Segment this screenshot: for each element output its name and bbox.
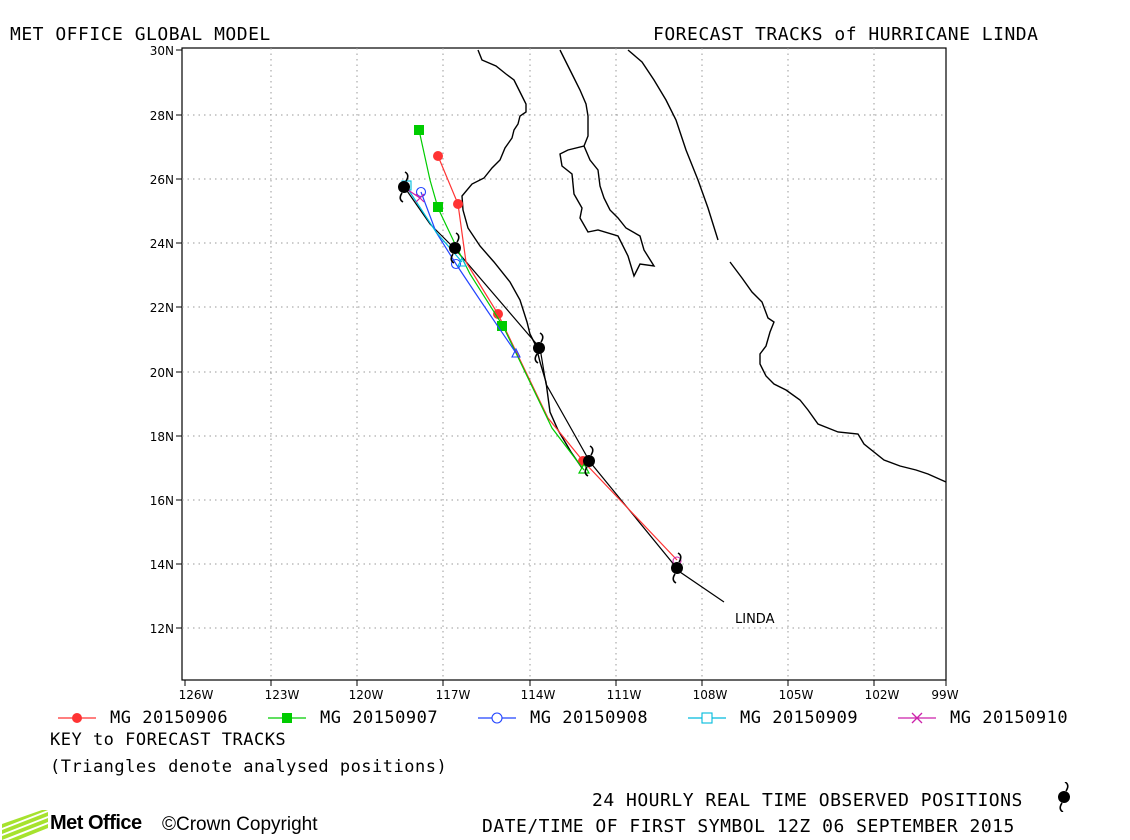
lon-tick-label: 105W <box>779 688 814 700</box>
lon-tick-label: 120W <box>349 688 384 700</box>
observed-note: 24 HOURLY REAL TIME OBSERVED POSITIONS <box>592 790 1023 811</box>
map-frame <box>181 47 947 681</box>
forecast-track-20150908 <box>415 186 521 358</box>
forecast-track-20150907 <box>414 125 591 474</box>
lat-tick-label: 28N <box>150 109 174 123</box>
hurricane-symbol-icon <box>583 445 595 477</box>
track-map: 126W 123W 120W 117W 114W 111W 108W 105W … <box>150 44 959 700</box>
legend-label: MG 20150907 <box>320 708 439 728</box>
lat-tick-label: 14N <box>150 558 174 572</box>
hurricane-symbol-icon <box>533 332 545 364</box>
lon-tick-label: 111W <box>607 688 642 700</box>
legend-label: MG 20150910 <box>950 708 1069 728</box>
hurricane-symbol-icon <box>671 552 683 584</box>
grid <box>182 48 946 680</box>
lon-tick-label: 99W <box>931 688 958 700</box>
storm-label: LINDA <box>735 612 775 627</box>
hurricane-symbol-icon <box>398 171 410 203</box>
met-office-logo-icon <box>2 810 48 840</box>
lat-tick-label: 22N <box>150 301 174 315</box>
lat-tick-label: 26N <box>150 173 174 187</box>
lon-tick-label: 123W <box>265 688 300 700</box>
copyright: ©Crown Copyright <box>162 814 318 835</box>
hurricane-symbol-icon <box>449 232 461 264</box>
legend-marker-20150910 <box>898 712 936 724</box>
legend-markers <box>58 712 936 724</box>
forecast-track-20150906 <box>433 151 678 561</box>
lon-tick-label: 102W <box>865 688 900 700</box>
lat-tick-label: 12N <box>150 622 174 636</box>
lon-tick-label: 117W <box>436 688 471 700</box>
lat-tick-label: 24N <box>150 237 174 251</box>
brand-name: Met Office <box>50 812 142 834</box>
lon-tick-label: 114W <box>521 688 556 700</box>
lat-tick-label: 30N <box>150 44 174 58</box>
legend-marker-20150906 <box>58 713 96 723</box>
legend-marker-20150907 <box>268 713 306 723</box>
lat-tick-label: 20N <box>150 366 174 380</box>
legend-label: MG 20150909 <box>740 708 859 728</box>
legend-marker-20150908 <box>478 712 516 724</box>
model-title: MET OFFICE GLOBAL MODEL <box>10 24 271 45</box>
lat-tick-label: 16N <box>150 494 174 508</box>
legend-label: MG 20150906 <box>110 708 229 728</box>
lon-tick-label: 126W <box>179 688 214 700</box>
coastline <box>461 49 947 483</box>
first-symbol-date: DATE/TIME OF FIRST SYMBOL 12Z 06 SEPTEMB… <box>482 816 1015 837</box>
legend-label: MG 20150908 <box>530 708 649 728</box>
legend-marker-20150909 <box>688 712 726 724</box>
lat-tick-label: 18N <box>150 430 174 444</box>
lon-tick-label: 108W <box>693 688 728 700</box>
key-title: KEY to FORECAST TRACKS <box>50 730 287 750</box>
key-note: (Triangles denote analysed positions) <box>50 757 448 777</box>
chart-title: FORECAST TRACKS of HURRICANE LINDA <box>653 24 1039 45</box>
observed-positions <box>398 171 683 584</box>
hurricane-symbol-icon <box>1058 782 1070 812</box>
